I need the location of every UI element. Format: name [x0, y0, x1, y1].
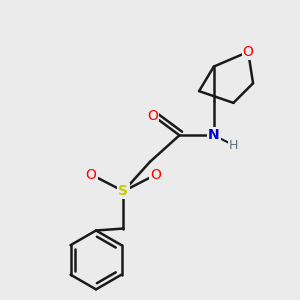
Text: N: N	[208, 128, 220, 142]
Text: S: S	[118, 184, 128, 198]
Text: O: O	[86, 167, 97, 182]
Text: H: H	[229, 139, 238, 152]
Text: O: O	[148, 109, 158, 123]
Text: O: O	[151, 167, 161, 182]
Text: O: O	[243, 45, 254, 59]
